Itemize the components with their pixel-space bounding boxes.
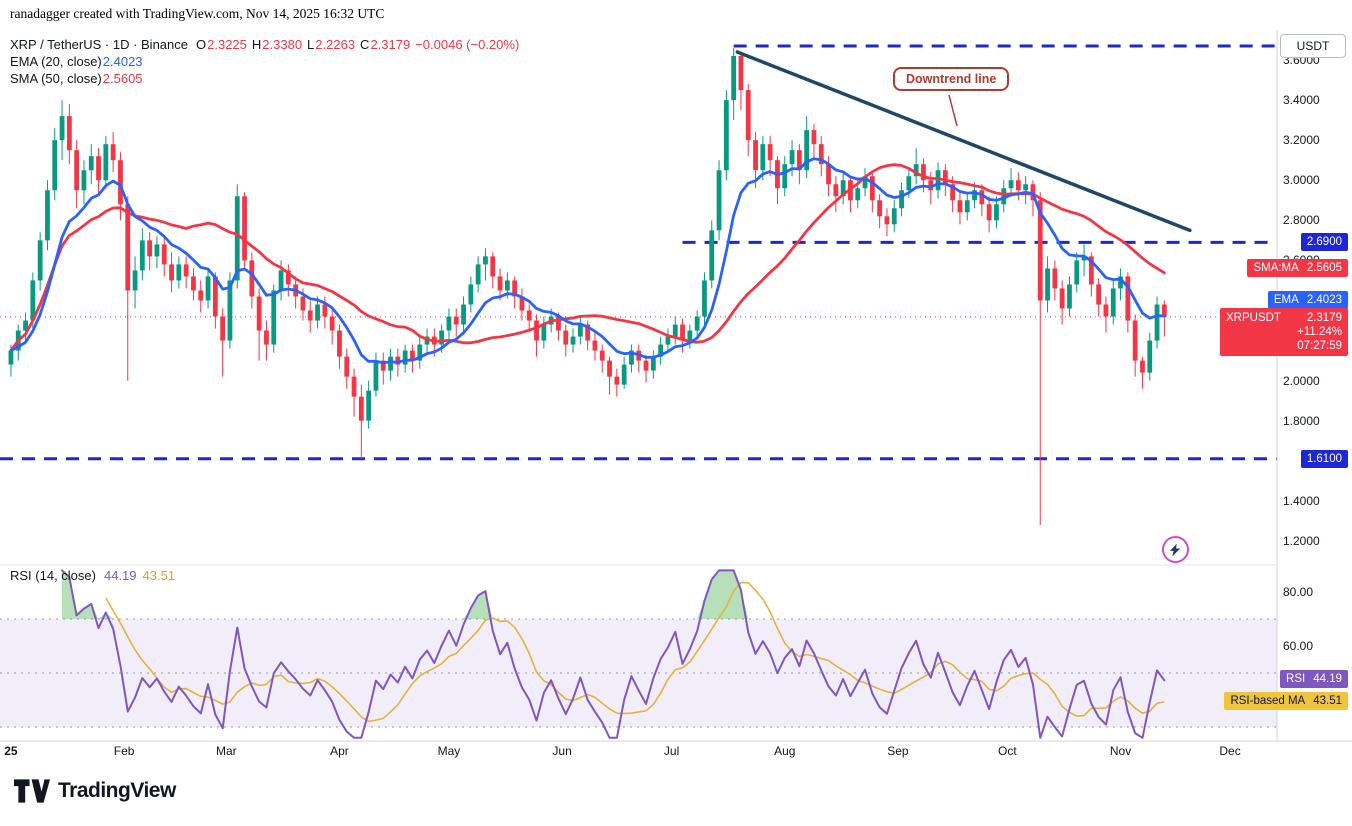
symbol-legend: XRP / TetherUS · 1D · Binance O2.3225 H2.3… [10,36,519,87]
tradingview-logo-text: TradingView [58,779,176,802]
rsi-overbought-fill [62,570,1165,619]
time-axis-label: Feb [113,744,135,758]
time-axis-label: Jun [552,744,572,758]
time-axis-label: May [437,744,461,758]
ema-line[interactable] [9,157,1166,365]
sma-line[interactable] [9,163,1166,352]
symbol-info-row: XRP / TetherUS · 1D · Binance O2.3225 H2.3… [10,36,519,53]
time-axis-label: Mar [215,744,237,758]
high-value: H2.3380 [251,37,303,52]
tradingview-logo[interactable]: TradingView [14,778,176,804]
time-axis-label: Jul [663,744,680,758]
callout-pointer [948,94,958,127]
change-value: −0.0046 (−0.20%) [415,37,520,52]
downtrend-line[interactable] [735,50,1192,233]
low-value: L2.2263 [307,37,356,52]
downtrend-line-callout[interactable]: Downtrend line [893,67,1010,91]
time-axis-label: 25 [4,744,18,758]
lightning-bolt-icon [1170,543,1181,556]
currency-toggle-button[interactable]: USDT [1280,34,1346,58]
time-axis-label: Sep [887,744,909,758]
rsi-value: 44.19 [103,568,137,583]
ema-value: 2.4023 [102,54,143,69]
open-value: O2.3225 [196,37,247,52]
close-value: C2.3179 [360,37,411,52]
time-axis-label: Apr [330,744,349,758]
rsi-ma-value: 43.51 [142,568,176,583]
sma-value: 2.5605 [102,71,143,86]
ema-legend-row: EMA (20, close)2.4023 [10,53,519,70]
rsi-ma-line[interactable] [105,581,1165,723]
candlestick-series [8,47,1167,525]
sma-legend-row: SMA (50, close)2.5605 [10,70,519,87]
symbol-title[interactable]: XRP / TetherUS · 1D · Binance [10,37,188,52]
main-pane[interactable] [0,44,1277,525]
rsi-pane[interactable] [0,569,1277,739]
ema-label[interactable]: EMA (20, close) [10,54,102,69]
rsi-legend: RSI (14, close) 44.19 43.51 [10,568,175,583]
rsi-line[interactable] [61,569,1166,739]
time-axis-label: Oct [998,744,1017,758]
rsi-label[interactable]: RSI (14, close) [10,568,96,583]
time-axis-label: Dec [1219,744,1241,758]
sma-label[interactable]: SMA (50, close) [10,71,102,86]
time-axis-label: Aug [774,744,796,758]
attribution-text: ranadagger created with TradingView.com,… [10,6,385,21]
chart-canvas[interactable] [0,30,1352,742]
time-axis-label: Nov [1109,744,1132,758]
quick-action-lightning-icon[interactable] [1162,536,1189,563]
tradingview-logo-icon [14,779,50,803]
